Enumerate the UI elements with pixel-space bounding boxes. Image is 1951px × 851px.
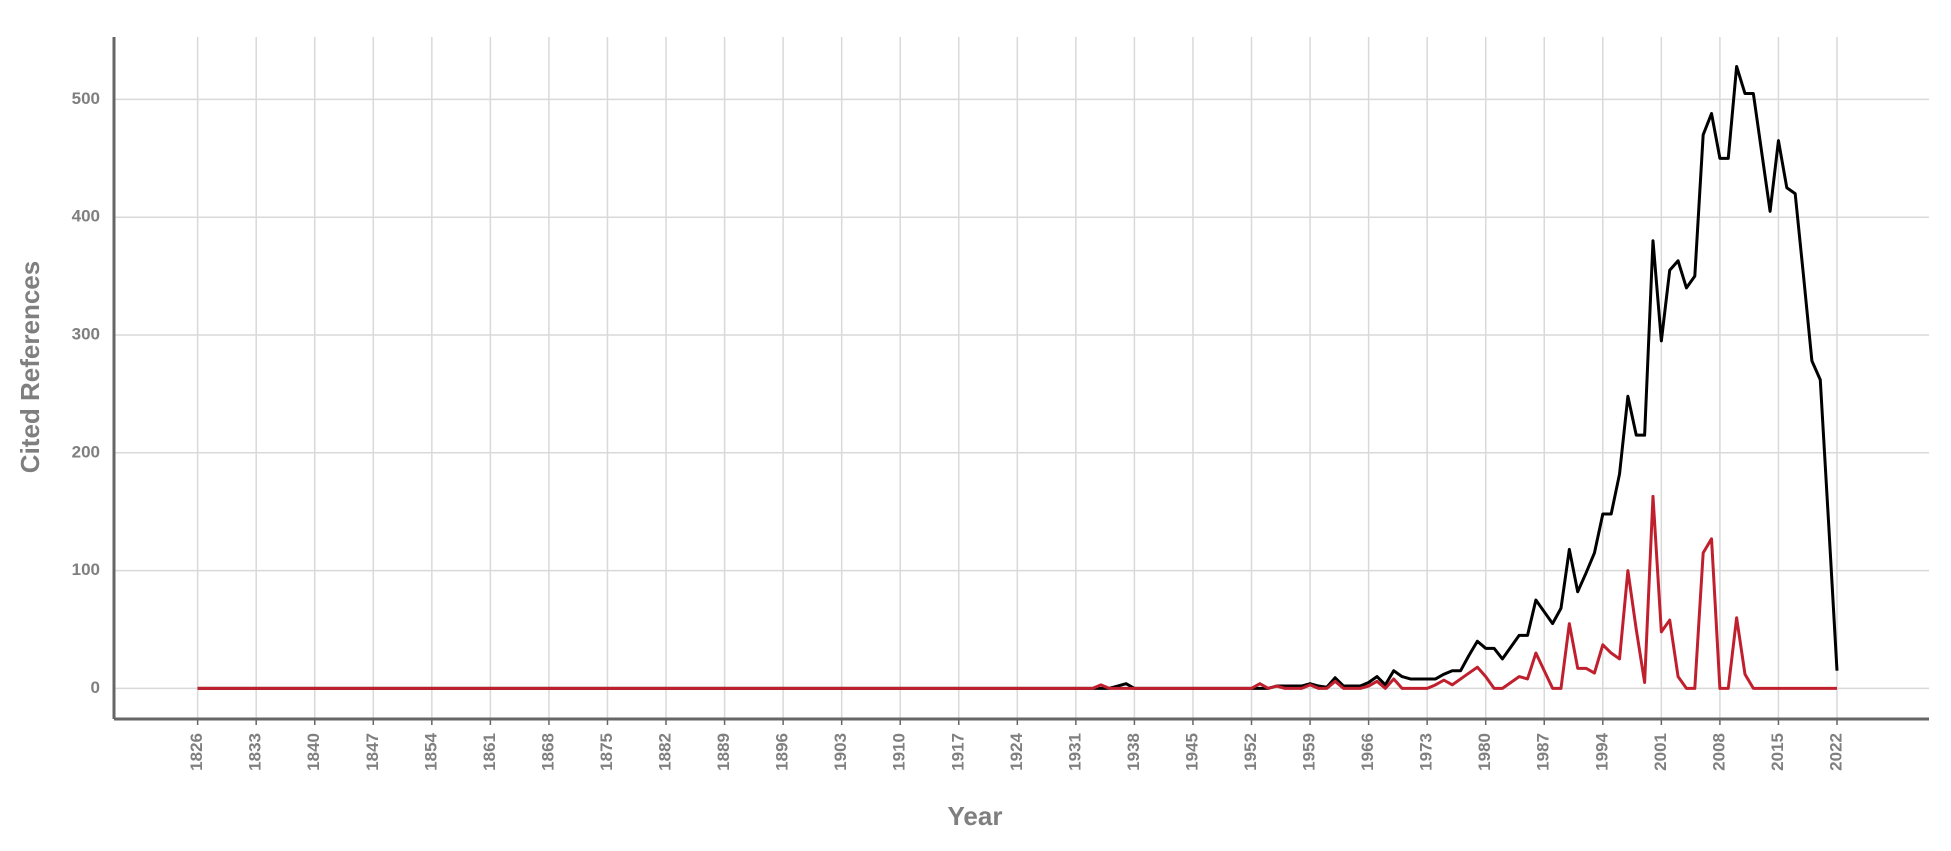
x-tick-label: 1966 [1358,733,1377,771]
x-tick-label: 1931 [1065,733,1084,771]
y-tick-label: 200 [72,442,100,461]
x-tick-label: 2015 [1768,733,1787,771]
x-tick-label: 1868 [538,733,557,771]
y-axis-label: Cited References [15,261,45,473]
x-tick-label: 1847 [363,733,382,771]
x-tick-label: 1959 [1300,733,1319,771]
x-tick-label: 1861 [480,733,499,771]
x-tick-label: 1889 [714,733,733,771]
y-tick-label: 0 [91,678,100,697]
x-tick-label: 1917 [948,733,967,771]
x-tick-label: 1854 [421,732,440,770]
x-tick-label: 1833 [246,733,265,771]
x-axis-label: Year [948,801,1003,831]
x-tick-label: 1896 [773,733,792,771]
x-tick-label: 1840 [304,733,323,771]
x-tick-label: 1987 [1534,733,1553,771]
x-tick-label: 1945 [1182,733,1201,771]
x-tick-label: 1826 [187,733,206,771]
x-tick-label: 1903 [831,733,850,771]
x-tick-label: 1924 [1007,732,1026,770]
line-series [197,494,1837,690]
y-tick-label: 400 [72,207,100,226]
x-tick-label: 1910 [890,733,909,771]
x-tick-label: 1882 [656,733,675,771]
y-tick-label: 500 [72,89,100,108]
y-tick-label: 100 [72,560,100,579]
x-tick-label: 1938 [1124,733,1143,771]
x-tick-label: 2008 [1709,733,1728,771]
x-tick-label: 1980 [1475,733,1494,771]
x-tick-label: 2022 [1826,733,1845,771]
x-tick-label: 1994 [1592,732,1611,770]
y-tick-label: 300 [72,324,100,343]
x-tick-label: 1952 [1241,733,1260,771]
x-tick-label: 1973 [1417,733,1436,771]
x-tick-label: 1875 [597,733,616,771]
x-tick-label: 2001 [1651,733,1670,771]
